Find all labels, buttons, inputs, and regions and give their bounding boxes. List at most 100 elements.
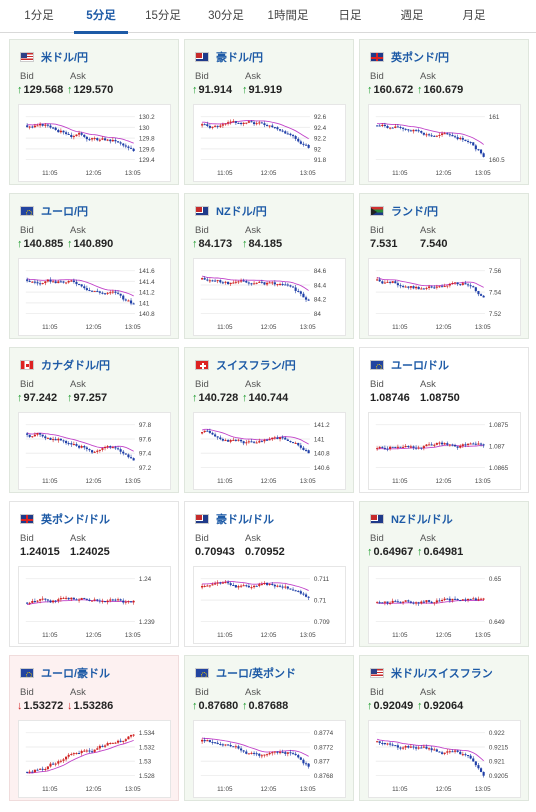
candlestick-chart[interactable]: 0.65 0.649 11:05 12:05 13:05 bbox=[368, 566, 521, 644]
pair-link[interactable]: 英ポンド/円 bbox=[391, 52, 450, 64]
candle-body bbox=[428, 286, 431, 288]
candle-body bbox=[250, 121, 253, 123]
tab-8[interactable]: 月足 bbox=[462, 10, 486, 22]
candlestick-chart[interactable]: 1.0875 1.087 1.0865 11:05 12:05 13:05 bbox=[368, 412, 521, 490]
candle-body bbox=[49, 125, 52, 128]
bid-price: 0.70943 bbox=[195, 546, 235, 558]
candle-body bbox=[255, 442, 258, 444]
pair-link[interactable]: 豪ドル/ドル bbox=[216, 514, 275, 526]
candle-body bbox=[46, 599, 49, 601]
candle-body bbox=[265, 439, 269, 441]
bid-price: ↑160.672 bbox=[367, 84, 414, 96]
pair-link[interactable]: スイスフラン/円 bbox=[216, 360, 296, 372]
candle-body bbox=[420, 447, 423, 449]
x-tick-label: 11:05 bbox=[217, 786, 233, 793]
candlestick-chart[interactable]: 97.8 97.6 97.4 97.2 11:05 12:05 13:05 bbox=[18, 412, 171, 490]
ask-price: 1.24025 bbox=[70, 546, 110, 558]
candle-body bbox=[242, 122, 245, 125]
candlestick-chart[interactable]: 7.56 7.54 7.52 11:05 12:05 13:05 bbox=[368, 258, 521, 336]
pair-link[interactable]: 米ドル/スイスフラン bbox=[391, 668, 493, 680]
candle-body bbox=[289, 441, 292, 443]
x-tick-label: 12:05 bbox=[436, 632, 452, 639]
candlestick-chart[interactable]: 92.6 92.4 92.2 92 91.8 11:05 12:05 13:05 bbox=[193, 104, 346, 182]
ask-price: ↑91.919 bbox=[242, 84, 283, 96]
rate-card: 英ポンド/円 Bid Ask ↑160.672 ↑160.679 161 160.5 11:0… bbox=[359, 39, 529, 185]
tab-7[interactable]: 週足 bbox=[400, 10, 424, 22]
candle-body bbox=[448, 751, 451, 753]
candle-body bbox=[430, 286, 433, 288]
candle-body bbox=[466, 443, 470, 445]
candle-body bbox=[83, 446, 86, 448]
candle-body bbox=[482, 598, 485, 600]
moving-average-line bbox=[26, 278, 134, 297]
candlestick-chart[interactable]: 0.711 0.71 0.709 11:05 12:05 13:05 bbox=[193, 566, 346, 644]
tab-1[interactable]: 1分足 bbox=[24, 10, 54, 22]
candlestick-chart[interactable]: 141.6 141.4 141.2 141 140.8 11:05 12:05 13:05 bbox=[18, 258, 171, 336]
candlestick-chart[interactable]: 84.6 84.4 84.2 84 11:05 12:05 13:05 bbox=[193, 258, 346, 336]
candle-body bbox=[278, 752, 282, 754]
candle-body bbox=[425, 287, 428, 289]
pair-link[interactable]: カナダドル/円 bbox=[41, 360, 111, 372]
pair-link[interactable]: ユーロ/円 bbox=[41, 206, 89, 218]
rate-card: ユーロ/英ポンド Bid Ask ↑0.87680 ↑0.87688 0.8774 0.87… bbox=[184, 655, 354, 801]
candlestick-chart[interactable]: 0.8774 0.8772 0.877 0.8768 11:05 12:05 13:05 bbox=[193, 720, 346, 798]
pair-link[interactable]: 米ドル/円 bbox=[41, 52, 89, 64]
candlestick-chart[interactable]: 161 160.5 11:05 12:05 13:05 bbox=[368, 104, 521, 182]
y-tick-label: 1.0865 bbox=[489, 465, 509, 472]
candle-body bbox=[78, 753, 81, 755]
candle-body bbox=[474, 145, 477, 150]
candle-body bbox=[394, 446, 397, 448]
candle-body bbox=[412, 286, 415, 289]
pair-link[interactable]: ユーロ/豪ドル bbox=[41, 668, 111, 680]
y-tick-label: 0.922 bbox=[489, 730, 505, 737]
candle-body bbox=[389, 602, 392, 604]
card-title: ユーロ/英ポンド bbox=[195, 666, 296, 680]
candle-body bbox=[394, 126, 397, 128]
pair-link[interactable]: NZドル/ドル bbox=[391, 514, 453, 526]
candle-body bbox=[396, 745, 399, 748]
candle-body bbox=[54, 763, 57, 765]
candlestick-chart[interactable]: 0.922 0.9215 0.921 0.9205 11:05 12:05 13:05 bbox=[368, 720, 521, 798]
bid-price: ↑97.242 bbox=[17, 392, 58, 404]
tab-2[interactable]: 5分足 bbox=[70, 0, 132, 34]
flag-icon bbox=[195, 668, 209, 678]
candle-body bbox=[85, 598, 88, 600]
candle-body bbox=[378, 279, 381, 282]
candle-body bbox=[101, 138, 104, 140]
candle-body bbox=[409, 286, 412, 288]
pair-link[interactable]: 豪ドル/円 bbox=[216, 52, 264, 64]
candle-body bbox=[268, 753, 271, 755]
pair-link[interactable]: ランド/円 bbox=[391, 206, 439, 218]
x-tick-label: 12:05 bbox=[261, 170, 277, 177]
candle-body bbox=[203, 585, 206, 587]
candlestick-chart[interactable]: 1.534 1.532 1.53 1.528 11:05 12:05 13:05 bbox=[18, 720, 171, 798]
tab-4[interactable]: 30分足 bbox=[208, 10, 244, 22]
candle-body bbox=[399, 747, 402, 749]
candle-body bbox=[214, 125, 217, 127]
tab-6[interactable]: 日足 bbox=[338, 10, 362, 22]
pair-link[interactable]: ユーロ/英ポンド bbox=[216, 668, 297, 680]
candlestick-chart[interactable]: 1.24 1.239 11:05 12:05 13:05 bbox=[18, 566, 171, 644]
candlestick-chart[interactable]: 141.2 141 140.8 140.6 11:05 12:05 13:05 bbox=[193, 412, 346, 490]
candle-body bbox=[106, 446, 109, 448]
tab-3[interactable]: 15分足 bbox=[145, 10, 181, 22]
candlestick-chart[interactable]: 130.2 130 129.8 129.6 129.4 11:05 12:05 13:05 bbox=[18, 104, 171, 182]
candle-body bbox=[70, 754, 73, 756]
y-tick-label: 140.6 bbox=[314, 465, 330, 472]
candle-body bbox=[62, 440, 65, 442]
candle-body bbox=[440, 600, 444, 601]
candle-body bbox=[208, 125, 211, 128]
pair-link[interactable]: ユーロ/ドル bbox=[391, 360, 450, 372]
x-tick-label: 11:05 bbox=[42, 786, 58, 793]
bid-price: ↓1.53272 bbox=[17, 700, 64, 712]
candle-body bbox=[41, 598, 44, 600]
pair-link[interactable]: NZドル/円 bbox=[216, 206, 267, 218]
candle-body bbox=[80, 133, 83, 135]
card-title: ユーロ/豪ドル bbox=[20, 666, 110, 680]
tab-5[interactable]: 1時間足 bbox=[267, 10, 309, 22]
candle-body bbox=[129, 147, 133, 149]
pair-link[interactable]: 英ポンド/ドル bbox=[41, 514, 111, 526]
y-tick-label: 92.6 bbox=[314, 114, 327, 121]
candle-body bbox=[304, 763, 308, 765]
candle-body bbox=[461, 137, 464, 140]
